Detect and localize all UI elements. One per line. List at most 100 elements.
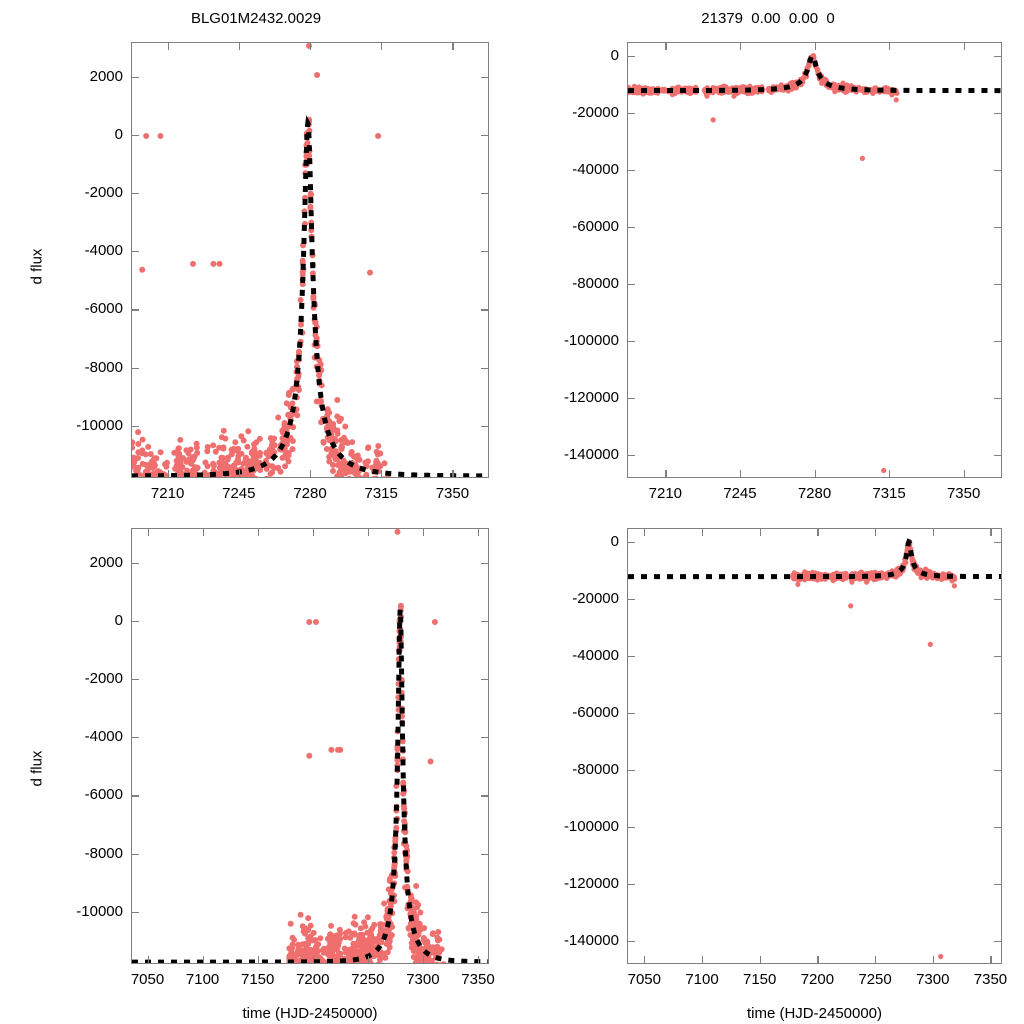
panel-top-right-ytick <box>627 113 635 115</box>
panel-bottom-right-xtick <box>875 956 877 964</box>
panel-bottom-right-ytick-right <box>994 941 1002 943</box>
panel-top-left-ytick-right <box>481 76 489 79</box>
panel-top-right-xtick <box>889 470 891 478</box>
panel-top-left-ylabel: d flux <box>28 248 46 285</box>
panel-bottom-right-ytick-right <box>994 713 1002 715</box>
panel-top-left-xtick <box>238 470 240 478</box>
panel-bottom-right-xtick-top <box>644 528 646 536</box>
panel-top-left-xtick <box>310 470 312 478</box>
panel-bottom-right-ytick <box>627 770 635 772</box>
panel-top-right-ytick-label: 0 <box>610 47 619 65</box>
panel-bottom-left-xtick-top <box>312 528 314 536</box>
panel-bottom-left-xtick <box>147 956 149 964</box>
panel-bottom-right-xtick-label: 7050 <box>627 971 661 988</box>
panel-bottom-left-xlabel: time (HJD-2450000) <box>242 1005 378 1022</box>
panel-bottom-right-ytick-right <box>994 656 1002 658</box>
panel-bottom-left-ytick-label: -4000 <box>84 728 123 746</box>
panel-top-left-ytick-label: -6000 <box>84 300 123 318</box>
panel-top-left-title: BLG01M2432.0029 <box>190 10 322 27</box>
panel-bottom-left-xtick-top <box>147 528 149 536</box>
panel-bottom-right-xtick-label: 7100 <box>685 971 719 988</box>
panel-bottom-right-model-curve <box>628 538 1001 580</box>
panel-top-right-xtick <box>963 470 965 478</box>
panel-top-left-xtick-label: 7245 <box>222 485 256 502</box>
panel-bottom-right-ytick-right <box>994 542 1002 544</box>
panel-top-left-xtick-top <box>452 42 454 50</box>
panel-bottom-left-xtick <box>367 956 370 964</box>
panel-top-right-ytick-label: -100000 <box>563 332 619 350</box>
panel-bottom-left-xtick-top <box>367 528 370 536</box>
panel-bottom-left-model-curve <box>132 609 488 963</box>
panel-top-right-scatter-points <box>628 53 900 474</box>
panel-top-left-xtick <box>452 470 454 478</box>
panel-top-left-ytick <box>131 425 139 427</box>
panel-bottom-right-ytick-label: -120000 <box>563 875 619 893</box>
panel-bottom-left-data <box>132 529 488 963</box>
panel-top-left-data <box>132 43 488 477</box>
panel-top-right-ytick <box>627 284 635 286</box>
panel-bottom-right-xtick <box>644 956 646 964</box>
panel-bottom-right-xtick <box>702 956 704 964</box>
panel-bottom-left-xtick <box>202 956 204 964</box>
panel-bottom-left-ytick-label: -2000 <box>84 670 123 688</box>
panel-top-right-plot-area <box>627 42 1002 478</box>
panel-top-left-ytick-label: -2000 <box>84 184 123 202</box>
panel-top-right-xtick-label: 7350 <box>946 485 981 502</box>
panel-top-right-ytick <box>627 455 635 457</box>
panel-top-right-xtick <box>814 470 816 478</box>
panel-bottom-left-xtick-top <box>202 528 204 536</box>
panel-bottom-right-xtick-label: 7350 <box>973 971 1008 988</box>
panel-bottom-left-ytick <box>131 737 139 739</box>
panel-top-right-ytick-right <box>994 56 1002 58</box>
panel-top-left-ytick-label: -8000 <box>84 358 123 376</box>
panel-bottom-left-xtick-label: 7200 <box>296 971 330 988</box>
panel-top-right-ytick <box>627 56 635 58</box>
panel-top-right-xtick-label: 7245 <box>723 485 757 502</box>
panel-bottom-left-xtick-label: 7050 <box>130 971 165 988</box>
panel-bottom-right-xtick-top <box>990 528 992 536</box>
panel-top-left-ytick <box>131 193 139 195</box>
panel-top-left-xtick-label: 7210 <box>150 485 185 502</box>
panel-top-right-ytick-label: -60000 <box>572 218 619 236</box>
panel-bottom-right-plot-area <box>627 528 1002 964</box>
panel-bottom-left-ytick <box>131 911 139 913</box>
panel-bottom-right-ytick <box>627 713 635 715</box>
panel-top-left-xtick <box>167 470 169 478</box>
panel-top-left-ytick-right <box>481 309 489 311</box>
panel-top-left-xtick-label: 7280 <box>293 485 327 502</box>
panel-top-right-xtick <box>665 470 667 478</box>
panel-bottom-right-ytick-label: -140000 <box>563 932 619 950</box>
panel-bottom-left-ytick <box>131 795 139 797</box>
panel-top-right-ytick-right <box>994 455 1002 457</box>
panel-top-left-ytick <box>131 251 139 253</box>
panel-bottom-right-xlabel: time (HJD-2450000) <box>746 1005 883 1022</box>
panel-bottom-right-xtick <box>759 956 761 964</box>
panel-top-right-ytick-label: -40000 <box>572 161 619 179</box>
panel-top-left-plot-area <box>131 42 489 478</box>
panel-bottom-right-ytick-right <box>994 827 1002 829</box>
panel-bottom-left-ytick-right <box>481 795 489 797</box>
panel-top-right-xtick-label: 7280 <box>797 485 832 502</box>
panel-bottom-right-ytick-right <box>994 770 1002 772</box>
panel-bottom-left-xtick-label: 7250 <box>351 971 385 988</box>
panel-top-right-ytick-right <box>994 170 1002 172</box>
panel-bottom-right-xtick-label: 7200 <box>800 971 835 988</box>
panel-bottom-left-xtick-top <box>422 528 425 536</box>
panel-top-right-data <box>628 53 1001 474</box>
panel-bottom-left-ytick-right <box>481 679 489 681</box>
panel-bottom-right-ytick <box>627 599 635 601</box>
panel-bottom-right-xtick-top <box>875 528 877 536</box>
panel-bottom-right-ytick <box>627 656 635 658</box>
panel-top-right-ytick-right <box>994 284 1002 286</box>
panel-top-left-xtick-top <box>381 42 383 50</box>
panel-bottom-right-ytick-label: -80000 <box>572 761 619 779</box>
panel-bottom-left-ytick-right <box>481 562 489 565</box>
panel-bottom-right-xtick-top <box>759 528 761 536</box>
panel-bottom-right-ytick-label: 0 <box>610 533 619 551</box>
panel-top-right-ytick-right <box>994 227 1002 229</box>
panel-top-right-ytick-right <box>994 398 1002 400</box>
panel-top-left-ytick-right <box>481 251 489 253</box>
panel-top-right-title: 21379 0.00 0.00 0 <box>701 10 835 27</box>
panel-bottom-left-ytick <box>131 679 139 681</box>
